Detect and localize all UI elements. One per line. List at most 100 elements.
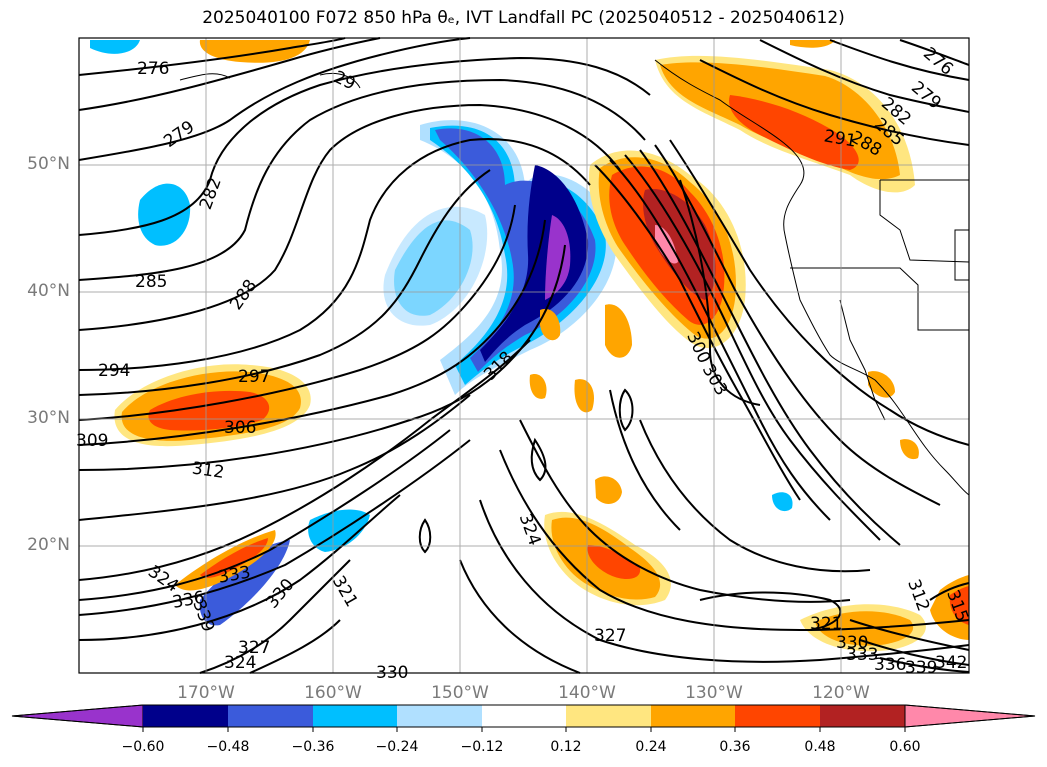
pos-blob-s5: [529, 374, 547, 399]
coastline: [654, 59, 970, 496]
colorbar: [11, 704, 1036, 732]
colorbar-ticks: [142, 727, 906, 732]
lon-label-150w: 150°W: [431, 683, 489, 703]
lon-label-140w: 140°W: [558, 683, 616, 703]
contour-line: [78, 439, 471, 616]
colorbar-bin: [397, 705, 482, 727]
graticule: [79, 38, 969, 673]
neg-purple-core: [545, 215, 571, 300]
colorbar-tick-label: −0.48: [206, 739, 250, 755]
neg-blob-west: [138, 183, 191, 246]
contour-line: [609, 159, 831, 521]
pos-nw-blob2: [790, 40, 835, 48]
contour-line: [78, 394, 471, 521]
contour-line: [624, 154, 881, 541]
contour-label: 342: [935, 653, 967, 673]
contour-label: 330: [836, 633, 868, 653]
contour-line: [78, 219, 546, 446]
pos-baja2: [900, 439, 919, 460]
pos-baja: [868, 371, 895, 398]
contour-line: [499, 449, 970, 632]
lon-label-170w: 170°W: [177, 683, 235, 703]
contour-line: [459, 559, 581, 674]
contour-label: 312: [191, 459, 226, 483]
coastline: [839, 299, 886, 421]
contour-line: [199, 559, 351, 674]
colorbar-bin: [566, 705, 651, 727]
neg-blob-se: [772, 492, 793, 512]
pos-blob-s4: [574, 379, 595, 413]
contour-line: [78, 37, 381, 111]
colorbar-tick-label: 0.60: [889, 739, 921, 755]
colorbar-tick-label: −0.12: [460, 739, 504, 755]
colorbar-bin: [313, 705, 397, 727]
contour-line: [78, 56, 651, 236]
contour-line: [929, 582, 970, 601]
contour-line: [78, 244, 566, 471]
pos-south-red: [587, 545, 641, 580]
contour-line: [519, 419, 851, 603]
colorbar-tick-label: −0.24: [375, 739, 419, 755]
contour-line: [639, 149, 901, 546]
colorbar-bin: [228, 705, 313, 727]
contour-line: [78, 37, 346, 76]
contour-label: 327: [238, 638, 270, 658]
colorbar-tick-label: −0.36: [291, 739, 335, 755]
colorbar-bin: [820, 705, 905, 727]
contour-line: [618, 388, 634, 432]
colorbar-extend-min: [11, 704, 144, 728]
lat-label-20n: 20°N: [27, 535, 70, 555]
contour-line: [699, 59, 970, 146]
pos-coast-red: [729, 95, 859, 170]
lon-label-160w: 160°W: [304, 683, 362, 703]
neg-blob-sw: [199, 540, 290, 626]
neg-blob-central-pale: [383, 206, 488, 326]
map-title: 2025040100 F072 850 hPa θₑ, IVT Landfall…: [202, 8, 845, 28]
lon-label-120w: 120°W: [812, 683, 870, 703]
colorbar-bin: [735, 705, 820, 727]
pos-blob-s3: [540, 308, 561, 341]
contour-line: [78, 138, 591, 371]
contour-line: [78, 339, 531, 581]
contour-line: [679, 179, 761, 406]
contour-label: 285: [135, 272, 167, 292]
contour-line: [479, 499, 970, 663]
contour-line: [669, 139, 970, 446]
lat-label-50n: 50°N: [27, 154, 70, 174]
contour-label: 309: [76, 431, 108, 451]
coastline: [319, 73, 361, 89]
coastline: [879, 180, 970, 263]
contour-line: [78, 429, 451, 601]
contour-line: [78, 204, 516, 421]
contour-line: [609, 389, 681, 531]
contour-line: [849, 619, 970, 651]
pos-west-band-red: [148, 390, 270, 431]
colorbar-bin: [482, 705, 566, 727]
pos-blob-s1: [595, 476, 622, 504]
contour-line: [78, 78, 646, 281]
lat-label-30n: 30°N: [27, 408, 70, 428]
pos-se-corner-red: [949, 586, 969, 625]
contour-label: 306: [224, 418, 256, 438]
contour-line: [899, 39, 970, 66]
contour-line: [530, 437, 547, 482]
colorbar-tick-label: 0.24: [635, 739, 667, 755]
colorbar-tick-label: 0.36: [719, 739, 751, 755]
pos-sw-band-red: [200, 538, 268, 578]
contour-line: [418, 518, 432, 554]
contour-line: [78, 494, 401, 641]
coastline: [179, 73, 231, 81]
theta-e-contours: [78, 37, 970, 674]
colorbar-bin: [143, 705, 228, 727]
colorbar-tick-label: −0.60: [121, 739, 165, 755]
contour-label: 321: [810, 614, 842, 634]
contour-label: 294: [98, 361, 130, 381]
map-frame: [78, 37, 970, 674]
neg-royal-band: [435, 128, 596, 372]
pos-blob-s2: [605, 304, 632, 358]
contour-line: [879, 657, 970, 673]
contour-line: [829, 39, 970, 81]
colorbar-extend-max: [904, 704, 1036, 728]
contour-line: [654, 144, 941, 506]
